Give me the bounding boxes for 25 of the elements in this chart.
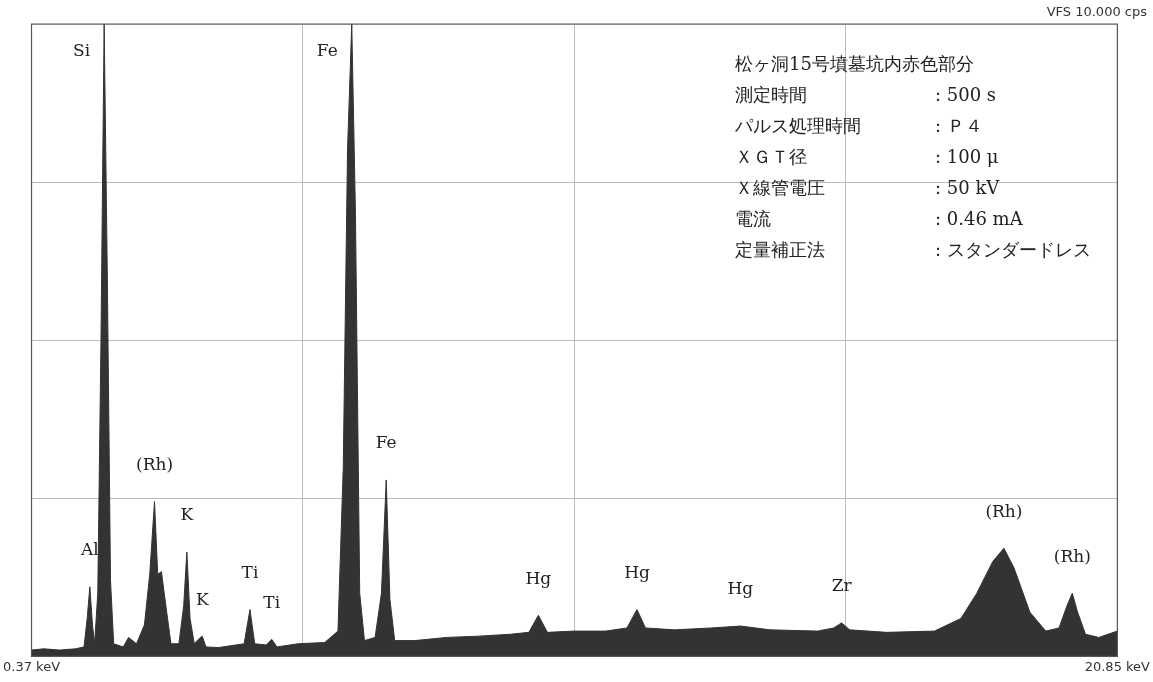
annotation: Fe — [375, 432, 397, 453]
annotation: Fe — [316, 40, 338, 61]
annotation: Si — [73, 40, 91, 61]
text: 測定時間 : 500 s — [735, 84, 997, 105]
text: ＸＧＴ径 : 100 μ — [735, 146, 999, 167]
annotation: Zr — [831, 575, 853, 596]
annotation: Al — [79, 539, 99, 560]
annotation: Hg — [624, 562, 650, 583]
x-tick-label: 0.37 keV — [2, 658, 61, 674]
x-tick-label: 20.85 keV — [1084, 658, 1151, 674]
text: 電流 : 0.46 mA — [735, 208, 1023, 229]
annotation: Ti — [263, 591, 281, 612]
annotation: K — [180, 504, 194, 525]
annotation: 松ヶ洞15号墳墓坑内赤色部分 — [735, 52, 975, 76]
annotation: Hg — [525, 567, 552, 588]
text: Ｘ線管電圧 : 50 kV — [735, 177, 1000, 198]
annotation: (Rh) — [136, 453, 174, 474]
text: 定量補正法 : スタンダードレス — [735, 239, 1091, 260]
text: パルス処理時間 : Ｐ４ — [735, 115, 983, 136]
text: VFS 10.000 cps — [1046, 4, 1147, 19]
annotation: K — [195, 588, 209, 609]
annotation: (Rh) — [1053, 545, 1091, 566]
annotation: Hg — [727, 578, 754, 599]
annotation: (Rh) — [985, 500, 1023, 521]
annotation: Ti — [241, 562, 259, 583]
